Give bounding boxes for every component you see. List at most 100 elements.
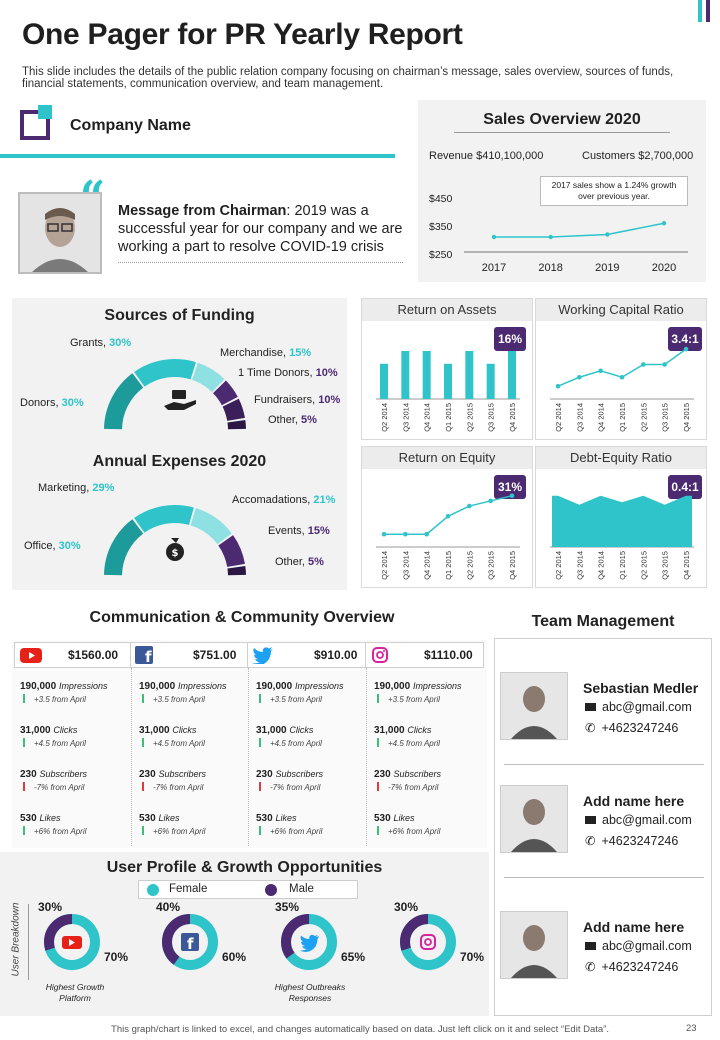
metric-label: Clicks <box>172 725 197 735</box>
metric-change: -7% from April <box>259 782 374 792</box>
mini-line <box>557 348 687 387</box>
der-chart: Q2 2014 Q3 2014 Q4 2014 Q1 2015 Q2 2015 Q3 20… <box>550 495 694 580</box>
gauge-segment <box>191 362 225 393</box>
chairman-label: Message from Chairman <box>118 203 287 219</box>
footer-note: This graph/chart is linked to excel, and… <box>111 1024 609 1035</box>
team-divider <box>504 877 704 878</box>
caption-growth: Highest Growth Platform <box>45 982 105 1003</box>
sales-chart: $450 $350 $250 2017 2018 2019 2020 <box>429 193 688 274</box>
expense-label-other: Other, 5% <box>275 556 324 568</box>
funding-label-fund: Fundraisers, 10% <box>254 394 341 406</box>
phone-icon: ✆ <box>585 721 596 735</box>
roe-card: Return on Equity 31% Q2 2014 Q3 2014 Q4 20… <box>361 446 533 588</box>
metric-change: +6% from April <box>23 826 138 836</box>
metric-label: Impressions <box>58 681 108 691</box>
metric-label: Clicks <box>289 725 314 735</box>
phone-icon: ✆ <box>585 960 596 974</box>
person-photo-icon <box>511 925 557 978</box>
sales-xtick: 2020 <box>652 262 676 274</box>
youtube-amount: $1560.00 <box>68 648 119 662</box>
metric-change: +4.5 from April <box>259 738 374 748</box>
male-legend-dot <box>265 884 277 896</box>
metric-column-1: 190,000 Impressions +3.5 from April 31,000… <box>139 681 257 857</box>
instagram-icon <box>420 934 436 950</box>
user-breakdown-label: User Breakdown <box>10 902 22 977</box>
mini-xtick: Q3 2014 <box>575 551 584 580</box>
metric-label: Impressions <box>177 681 227 691</box>
company-logo <box>20 110 50 140</box>
team-member-email[interactable]: abc@gmail.com <box>585 939 692 953</box>
mini-xtick: Q4 2015 <box>508 403 517 432</box>
funding-title: Sources of Funding <box>104 307 255 324</box>
mini-bar <box>380 363 388 399</box>
metric-item: 230 Subscribers -7% from April <box>256 769 374 813</box>
facebook-icon: f <box>181 933 199 953</box>
mini-xtick: Q3 2015 <box>661 403 670 432</box>
male-segment <box>44 914 100 970</box>
metric-item: 190,000 Impressions +3.5 from April <box>20 681 138 725</box>
mini-xtick: Q3 2015 <box>487 551 496 580</box>
mini-point <box>598 368 603 374</box>
metric-value: 530 <box>139 813 156 824</box>
page-number: 23 <box>686 1023 697 1034</box>
donut-chart <box>44 914 100 970</box>
female-pct: 65% <box>341 950 366 964</box>
metric-value: 31,000 <box>20 725 51 736</box>
mini-point <box>509 493 515 499</box>
chairman-message: Message from Chairman: 2019 was a succes… <box>118 202 403 256</box>
metric-value: 230 <box>256 769 273 780</box>
sales-title: Sales Overview 2020 <box>483 111 641 128</box>
gauge-segment <box>227 565 246 576</box>
svg-text:f: f <box>145 648 152 664</box>
metric-label: Likes <box>275 813 297 823</box>
team-member-phone[interactable]: ✆ +4623247246 <box>585 721 679 735</box>
sales-ytick: $450 <box>429 193 453 205</box>
team-divider <box>504 764 704 765</box>
der-title: Debt-Equity Ratio <box>536 447 706 469</box>
accent-bar-teal <box>698 0 702 22</box>
user-breakdown-line <box>28 904 29 980</box>
sales-ytick: $350 <box>429 221 453 233</box>
metric-change: -7% from April <box>23 782 138 792</box>
metric-item: 190,000 Impressions +3.5 from April <box>139 681 257 725</box>
twitter-icon <box>252 647 273 664</box>
accent-bar-purple <box>706 0 710 22</box>
mini-xtick: Q4 2014 <box>597 403 606 432</box>
svg-text:f: f <box>187 935 194 953</box>
mini-bar <box>444 363 452 399</box>
team-photo <box>500 785 568 853</box>
mini-xtick: Q2 2015 <box>465 551 474 580</box>
mini-point <box>619 374 625 380</box>
facebook-icon: f <box>135 646 153 664</box>
channel-youtube: $1560.00 <box>14 642 131 668</box>
metric-column-0: 190,000 Impressions +3.5 from April 31,000… <box>20 681 138 857</box>
mini-point <box>445 513 451 519</box>
team-member-phone[interactable]: ✆ +4623247246 <box>585 960 679 974</box>
metric-label: Likes <box>393 813 415 823</box>
expense-label-accom: Accomadations, 21% <box>232 494 336 506</box>
male-pct: 30% <box>38 900 63 914</box>
roe-title: Return on Equity <box>362 447 532 469</box>
male-segment <box>162 914 218 970</box>
mini-xtick: Q3 2014 <box>575 403 584 432</box>
gauge-segment <box>104 519 144 576</box>
user-profile-title: User Profile & Growth Opportunities <box>106 859 383 876</box>
title-bold: PR Yearly Report <box>224 18 463 51</box>
donut-chart <box>400 914 456 970</box>
mini-bar <box>401 351 410 399</box>
gauge-segment <box>104 373 144 430</box>
metric-item: 530 Likes +6% from April <box>374 813 492 857</box>
metric-label: Likes <box>39 813 61 823</box>
sales-note: 2017 sales show a 1.24% growth over prev… <box>540 176 688 206</box>
mail-icon <box>585 703 596 711</box>
mini-xtick: Q2 2014 <box>554 403 563 432</box>
mini-point <box>577 374 582 380</box>
team-member-phone[interactable]: ✆ +4623247246 <box>585 834 679 848</box>
mini-point <box>403 531 408 537</box>
expense-label-marketing: Marketing, 29% <box>38 482 115 494</box>
team-member-email[interactable]: abc@gmail.com <box>585 813 692 827</box>
funding-panel <box>12 298 347 590</box>
communication-panel <box>12 640 487 848</box>
team-member-email[interactable]: abc@gmail.com <box>585 700 692 714</box>
mini-xtick: Q2 2014 <box>554 551 563 580</box>
